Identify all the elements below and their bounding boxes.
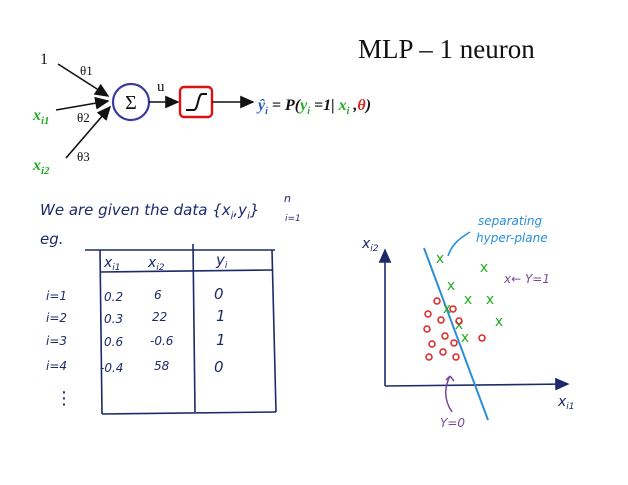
class1-point: x	[436, 251, 444, 267]
row-label: i=3	[46, 334, 67, 348]
table-cell: 6	[154, 288, 162, 302]
row-label: i=4	[46, 359, 67, 373]
class1-point: x	[486, 292, 494, 308]
table-cell: 1	[216, 307, 226, 325]
table-cell: 0	[214, 358, 224, 376]
table-cell: 0.6	[104, 335, 123, 349]
class0-points	[423, 297, 486, 361]
u-label: u	[157, 79, 165, 95]
slide-title: MLP – 1 neuron	[358, 34, 535, 64]
separator-pointer	[447, 231, 471, 257]
class0-point	[452, 353, 460, 361]
class0-point	[433, 297, 441, 305]
table-cell: 1	[216, 331, 226, 349]
separating-hyperplane	[423, 247, 489, 421]
class1-point: x	[447, 278, 455, 294]
class0-pointer	[445, 375, 455, 413]
header-xi2: xi2	[147, 255, 165, 273]
class0-point	[439, 348, 447, 356]
table-cell: 0.3	[104, 312, 123, 326]
class1-point: x	[461, 330, 469, 346]
sigmoid-icon	[186, 93, 207, 111]
class0-point	[450, 339, 458, 347]
given-sup-n: n	[284, 192, 291, 205]
scatter-sketch: xi2 xi1 separating hyper-plane x x x x x…	[361, 214, 575, 430]
class0-point	[425, 353, 433, 361]
table-cell: 22	[152, 310, 167, 324]
weight-label-theta3: θ3	[77, 149, 90, 164]
row-label: i=1	[46, 289, 67, 303]
table-cell: 0.2	[104, 290, 123, 304]
table-cell: -0.6	[150, 334, 174, 348]
table-cell: -0.4	[100, 361, 123, 375]
class0-point	[455, 317, 463, 325]
weight-label-theta2: θ2	[77, 110, 90, 125]
table-body: i=1 i=2 i=3 i=4 ⋮ 0.2 6 0 0.3 22 1 0.6 -…	[46, 285, 226, 409]
sum-symbol: Σ	[125, 92, 137, 114]
input-edge-3	[65, 105, 112, 159]
class1-point: x	[464, 292, 472, 308]
activation-box	[178, 85, 214, 119]
separator-label-2: hyper-plane	[476, 231, 548, 245]
notes: We are given the data {xi,yi} n i=1 eg.	[40, 192, 301, 248]
class0-point	[478, 334, 486, 342]
weight-label-theta1: θ1	[80, 63, 93, 78]
header-xi1: xi1	[103, 255, 121, 273]
class0-point	[437, 316, 445, 324]
x-axis	[384, 377, 570, 391]
class0-point	[424, 310, 432, 318]
given-data-text: We are given the data {xi,yi}	[40, 201, 259, 222]
input-edge-1	[57, 63, 110, 97]
separator-label-1: separating	[478, 214, 543, 228]
class0-point	[428, 340, 436, 348]
class1-label: x← Y=1	[503, 272, 550, 286]
output-equation: ŷi = P(yi =1| xi ,θ)	[256, 97, 371, 117]
eg-label: eg.	[40, 230, 64, 248]
data-table	[85, 243, 277, 415]
given-sub-range: i=1	[285, 214, 301, 224]
class0-point	[423, 325, 431, 333]
table-headers: xi1 xi2 yi	[103, 251, 228, 273]
input-edge-2	[55, 96, 110, 111]
input-label-xi2: xi2	[32, 157, 50, 177]
class1-point: x	[480, 260, 488, 276]
table-cell: 0	[214, 285, 224, 303]
class0-label: Y=0	[440, 416, 465, 430]
class1-point: x	[443, 301, 451, 317]
y-axis-label: xi2	[361, 236, 379, 254]
input-label-xi1: xi1	[32, 107, 50, 127]
table-cell: 58	[154, 359, 170, 373]
row-label: i=2	[46, 311, 67, 325]
neuron-diagram: 1 xi1 xi2 θ1 θ2 θ3 Σ u ŷi =	[32, 51, 371, 177]
header-yi: yi	[215, 251, 228, 271]
class1-points: x x x x x x x x x	[436, 251, 503, 346]
row-ellipsis: ⋮	[55, 388, 73, 409]
class1-point: x	[495, 314, 503, 330]
x-axis-label: xi1	[557, 394, 575, 412]
class0-point	[441, 332, 449, 340]
input-label-bias: 1	[40, 51, 48, 68]
class1-point: x	[455, 317, 463, 333]
class0-point	[449, 305, 457, 313]
